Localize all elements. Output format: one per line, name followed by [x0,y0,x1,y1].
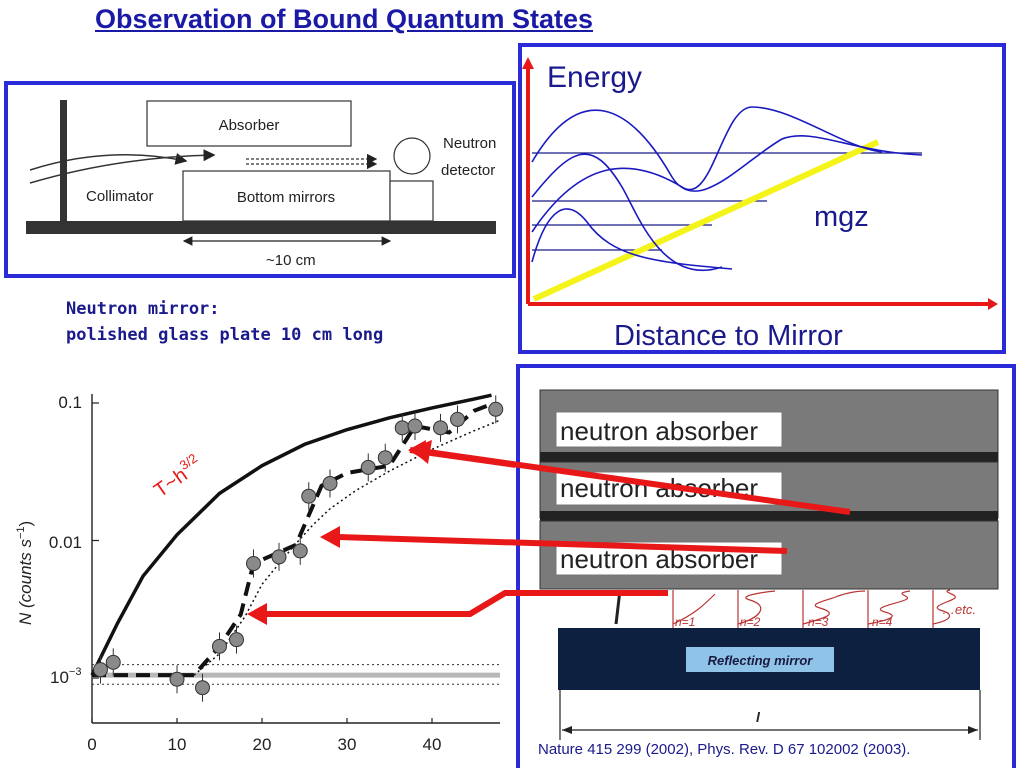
plot-y-label: N (counts s−1) [15,521,35,625]
data-point [488,401,504,417]
xtick-label: 10 [168,735,187,754]
data-point [229,632,244,648]
x-axis-arrow-icon [988,298,998,310]
mirror-note: Neutron mirror: polished glass plate 10 … [66,296,383,348]
bottom-mirrors-block [182,170,391,222]
mirror-note-line1: Neutron mirror: [66,299,220,319]
mirror-label: Reflecting mirror [708,653,814,668]
data-point [212,638,227,654]
apparatus-diagram: Absorber Bottom mirrors Collimator Neutr… [4,81,516,278]
wavefunction-sketches [672,589,956,630]
ytick-base: 10−3 [50,666,81,687]
data-point [450,411,465,427]
data-point [93,662,108,678]
absorber-label-2: neutron absorber [560,473,758,503]
mirror-note-line2: polished glass plate 10 cm long [66,325,384,345]
xtick-label: 40 [423,735,442,754]
data-point [105,654,121,670]
solid-curve [90,393,492,676]
etc-label: …etc. [942,602,976,617]
energy-diagram: Energy Distance to Mirror mgz [518,43,1006,354]
absorber-label: Absorber [219,117,280,134]
arrow-head-1-icon [408,440,426,460]
base-table [26,221,496,234]
data-point [360,459,376,475]
detector-block [389,180,434,222]
reference-citation: Nature 415 299 (2002), Phys. Rev. D 67 1… [538,741,911,758]
n2-label: n=2 [740,615,761,629]
apparatus-svg: Absorber Bottom mirrors Collimator Neutr… [26,100,496,269]
scaling-law-label: T~h3/2 [148,450,206,502]
length-label: ~10 cm [266,252,316,269]
absorber-label-3: neutron absorber [560,544,758,574]
absorber-svg: neutron absorber neutron absorber neutro… [539,389,999,740]
ytick-0.01: 0.01 [49,533,82,552]
data-point [377,450,393,466]
potential-label: mgz [814,201,869,233]
arrow-absorber-1 [409,447,515,468]
data-point [407,418,423,434]
absorber-label-box-1 [555,411,783,448]
xtick-label: 30 [338,735,357,754]
mirror-label-box [686,647,834,672]
n1-label: n=1 [675,615,695,629]
length-symbol: l [756,709,761,725]
data-point [322,475,338,491]
detector-label: detector [441,162,495,179]
y-axis-arrow-icon [522,57,534,69]
neutron-detector-icon [393,137,431,175]
data-point [394,420,410,436]
collimator-label: Collimator [86,188,154,205]
absorber-label-1: neutron absorber [560,416,758,446]
count-rate-plot: 0.1 0.01 10−3 N (counts s−1) T~h3/2 0 10 2… [15,393,515,754]
data-point [433,420,448,436]
data-point [292,543,308,559]
distance-label: Distance to Mirror [614,320,843,350]
n3-label: n=3 [808,615,829,629]
data-point [246,556,261,572]
xtick-label: 20 [253,735,272,754]
xtick-label: 0 [87,735,96,754]
potential-line [532,139,880,302]
data-point [271,549,287,565]
bottom-mirrors-label: Bottom mirrors [237,189,335,206]
energy-label: Energy [547,61,642,94]
data-point [169,671,185,687]
data-point [301,488,317,504]
n4-label: n=4 [872,615,893,629]
absorber-panel: neutron absorber neutron absorber neutro… [516,364,1016,768]
dashed-curve [92,402,493,678]
absorber-block [146,100,352,147]
data-point [195,680,210,696]
ytick-0.1: 0.1 [58,393,82,412]
page-title: Observation of Bound Quantum States [95,4,594,34]
neutron-label: Neutron [443,135,496,152]
energy-svg: Energy Distance to Mirror mgz [522,57,998,352]
